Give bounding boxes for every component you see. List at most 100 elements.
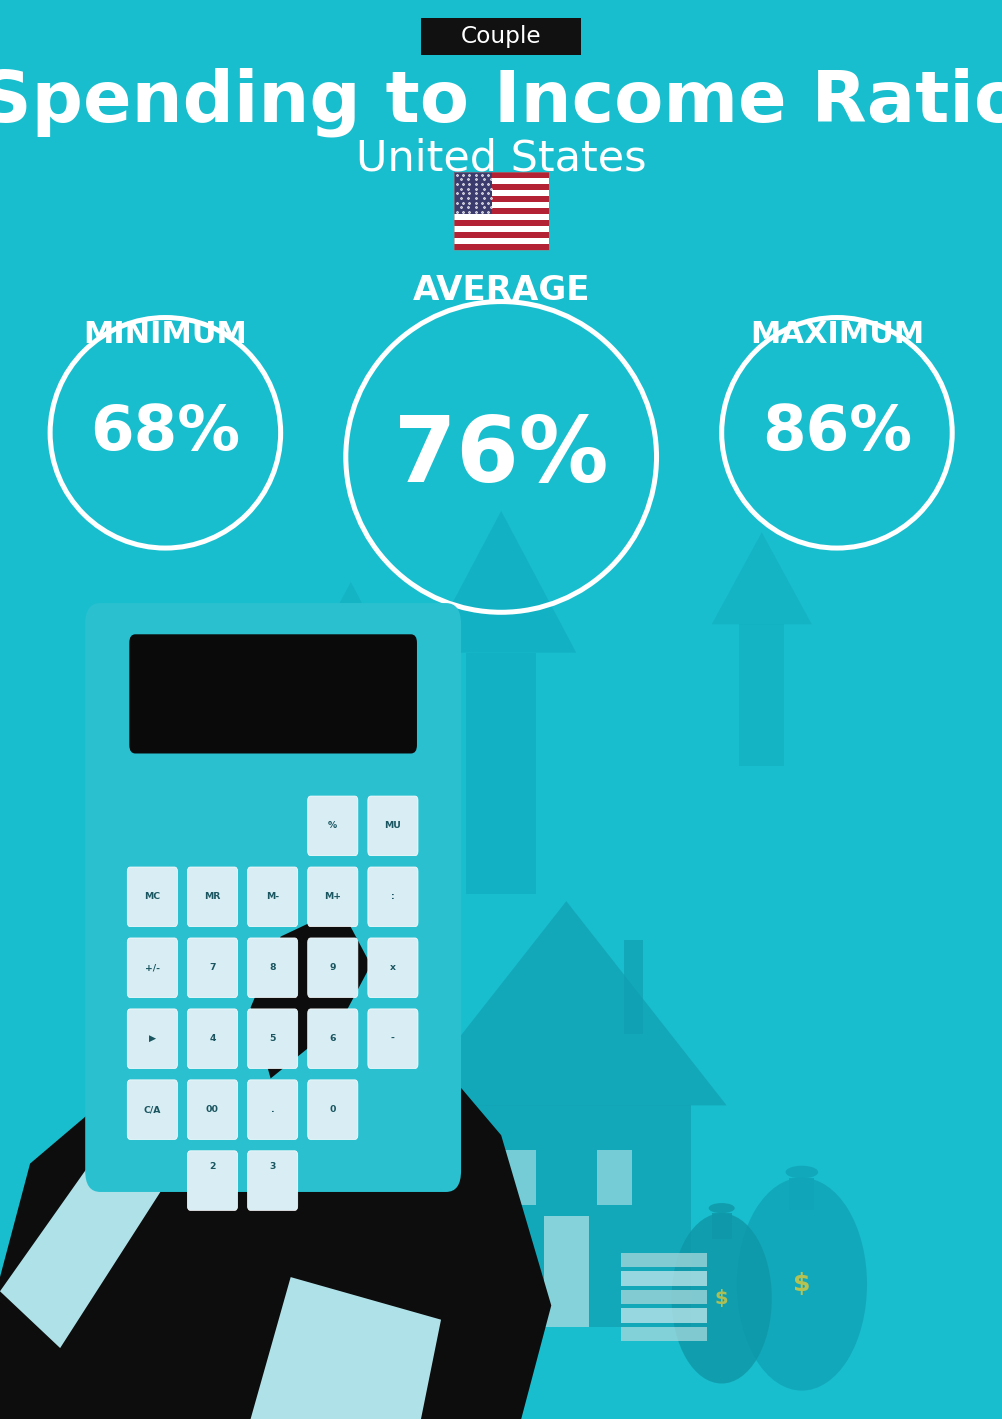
Polygon shape	[0, 1078, 301, 1419]
Text: 68%: 68%	[90, 403, 240, 463]
Bar	[453, 172, 549, 179]
Text: MC: MC	[144, 893, 160, 901]
FancyBboxPatch shape	[368, 1009, 418, 1069]
FancyBboxPatch shape	[187, 938, 237, 998]
Text: 3: 3	[270, 1162, 276, 1171]
Text: x: x	[390, 964, 396, 972]
Text: ▶: ▶	[148, 1034, 156, 1043]
FancyBboxPatch shape	[421, 18, 581, 55]
Ellipse shape	[671, 1213, 772, 1384]
FancyBboxPatch shape	[247, 938, 298, 998]
Text: 7: 7	[209, 964, 215, 972]
Bar	[500, 1149, 536, 1205]
Text: MAXIMUM: MAXIMUM	[749, 321, 924, 349]
Text: 2: 2	[209, 1162, 215, 1171]
FancyBboxPatch shape	[187, 1080, 237, 1139]
Bar	[596, 1149, 632, 1205]
Bar	[466, 653, 536, 894]
FancyBboxPatch shape	[368, 867, 418, 927]
FancyBboxPatch shape	[85, 603, 461, 1192]
FancyBboxPatch shape	[187, 1151, 237, 1210]
Text: United States: United States	[356, 138, 646, 180]
Bar	[453, 203, 549, 209]
Text: .: .	[271, 1105, 275, 1114]
Bar	[453, 227, 549, 233]
Bar	[441, 1105, 691, 1327]
Text: +/-: +/-	[145, 964, 159, 972]
Bar	[544, 1216, 588, 1327]
Text: C/A: C/A	[143, 1105, 161, 1114]
Text: MINIMUM: MINIMUM	[83, 321, 247, 349]
Bar	[739, 624, 785, 766]
Bar	[624, 941, 643, 1034]
Text: :: :	[391, 893, 395, 901]
Bar	[453, 244, 549, 250]
FancyBboxPatch shape	[308, 1080, 358, 1139]
Text: Spending to Income Ratio: Spending to Income Ratio	[0, 68, 1002, 136]
Ellipse shape	[786, 1166, 818, 1178]
Bar	[453, 220, 549, 227]
Bar	[453, 184, 549, 190]
Polygon shape	[250, 908, 371, 1078]
Bar	[621, 1327, 706, 1341]
Bar	[453, 172, 549, 250]
FancyBboxPatch shape	[308, 1009, 358, 1069]
Polygon shape	[426, 511, 576, 653]
Text: $: $	[793, 1273, 811, 1296]
Text: 9: 9	[330, 964, 336, 972]
Text: MR: MR	[204, 893, 220, 901]
Polygon shape	[150, 993, 551, 1419]
Text: 0: 0	[330, 1105, 336, 1114]
Polygon shape	[0, 1135, 160, 1348]
Text: $: $	[714, 1288, 728, 1308]
FancyBboxPatch shape	[127, 1009, 177, 1069]
Text: 86%: 86%	[762, 403, 912, 463]
FancyBboxPatch shape	[127, 1080, 177, 1139]
Bar	[453, 196, 549, 203]
Text: AVERAGE: AVERAGE	[412, 274, 590, 308]
FancyBboxPatch shape	[247, 1080, 298, 1139]
Text: Couple: Couple	[461, 26, 541, 48]
Bar	[621, 1290, 706, 1304]
Polygon shape	[711, 532, 812, 624]
Bar	[711, 1213, 731, 1239]
FancyBboxPatch shape	[247, 1151, 298, 1210]
Text: %: %	[328, 822, 338, 830]
FancyBboxPatch shape	[247, 1009, 298, 1069]
Bar	[453, 190, 549, 196]
Bar	[453, 172, 492, 214]
FancyBboxPatch shape	[368, 796, 418, 856]
Text: 6: 6	[330, 1034, 336, 1043]
Bar	[621, 1308, 706, 1323]
Text: 8: 8	[270, 964, 276, 972]
FancyBboxPatch shape	[127, 867, 177, 927]
FancyBboxPatch shape	[308, 938, 358, 998]
FancyBboxPatch shape	[127, 938, 177, 998]
Text: M-: M-	[266, 893, 280, 901]
Polygon shape	[291, 582, 411, 695]
Ellipse shape	[708, 1203, 734, 1213]
Text: M+: M+	[325, 893, 341, 901]
Bar	[453, 209, 549, 214]
Text: 4: 4	[209, 1034, 215, 1043]
Bar	[621, 1253, 706, 1267]
Text: -: -	[391, 1034, 395, 1043]
Text: 00: 00	[206, 1105, 218, 1114]
FancyBboxPatch shape	[187, 867, 237, 927]
Bar	[790, 1178, 814, 1209]
Bar	[453, 179, 549, 184]
Bar	[453, 233, 549, 238]
Bar	[453, 214, 549, 220]
Bar	[453, 238, 549, 244]
FancyBboxPatch shape	[247, 867, 298, 927]
FancyBboxPatch shape	[368, 938, 418, 998]
FancyBboxPatch shape	[187, 1009, 237, 1069]
Bar	[621, 1271, 706, 1286]
FancyBboxPatch shape	[129, 634, 417, 753]
FancyBboxPatch shape	[308, 867, 358, 927]
Text: 76%: 76%	[394, 413, 608, 501]
Polygon shape	[250, 1277, 441, 1419]
Text: 5: 5	[270, 1034, 276, 1043]
FancyBboxPatch shape	[308, 796, 358, 856]
Ellipse shape	[736, 1178, 867, 1391]
